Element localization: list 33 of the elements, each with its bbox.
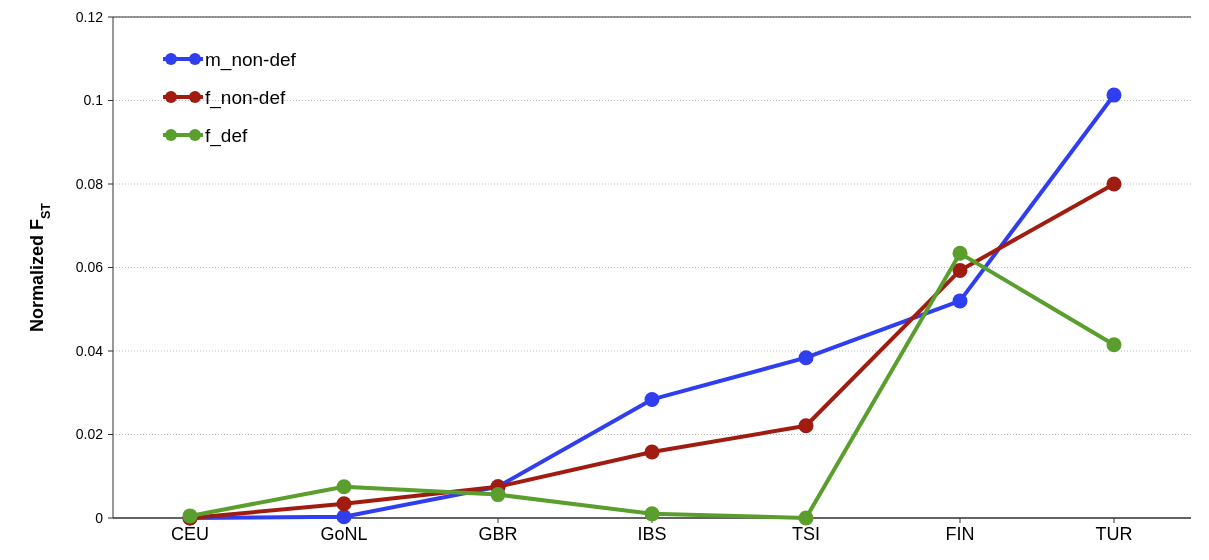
- point: [952, 245, 968, 261]
- point: [644, 444, 660, 460]
- y-tick-label: 0.02: [75, 426, 104, 443]
- x-tick-label: TUR: [1095, 524, 1133, 544]
- x-tick-label: IBS: [637, 524, 667, 544]
- x-tick-label: CEU: [170, 524, 210, 544]
- x-tick-label: FIN: [945, 524, 975, 544]
- point: [336, 509, 352, 525]
- point: [336, 496, 352, 512]
- y-tick-label: 0.04: [75, 342, 104, 359]
- y-tick-label: 0.08: [75, 175, 104, 192]
- point: [490, 487, 506, 503]
- point: [644, 506, 660, 522]
- point: [644, 391, 660, 407]
- x-tick-label: GoNL: [320, 524, 368, 544]
- point: [798, 350, 814, 366]
- legend-label: f_non-def: [205, 86, 287, 109]
- legend-label: f_def: [205, 124, 248, 147]
- legend-label: m_non-def: [205, 48, 297, 71]
- y-tick-label: 0.1: [83, 92, 104, 109]
- y-tick-label: 0.06: [75, 259, 104, 276]
- point: [798, 510, 814, 526]
- point: [1106, 176, 1122, 192]
- x-tick-label: GBR: [478, 524, 518, 544]
- y-tick-label: 0.12: [75, 8, 104, 25]
- y-tick-label: 0: [95, 509, 104, 526]
- point: [798, 418, 814, 434]
- point: [1106, 337, 1122, 353]
- point: [1106, 87, 1122, 103]
- point: [952, 262, 968, 278]
- point: [336, 479, 352, 495]
- point: [952, 293, 968, 309]
- x-tick-label: TSI: [791, 524, 821, 544]
